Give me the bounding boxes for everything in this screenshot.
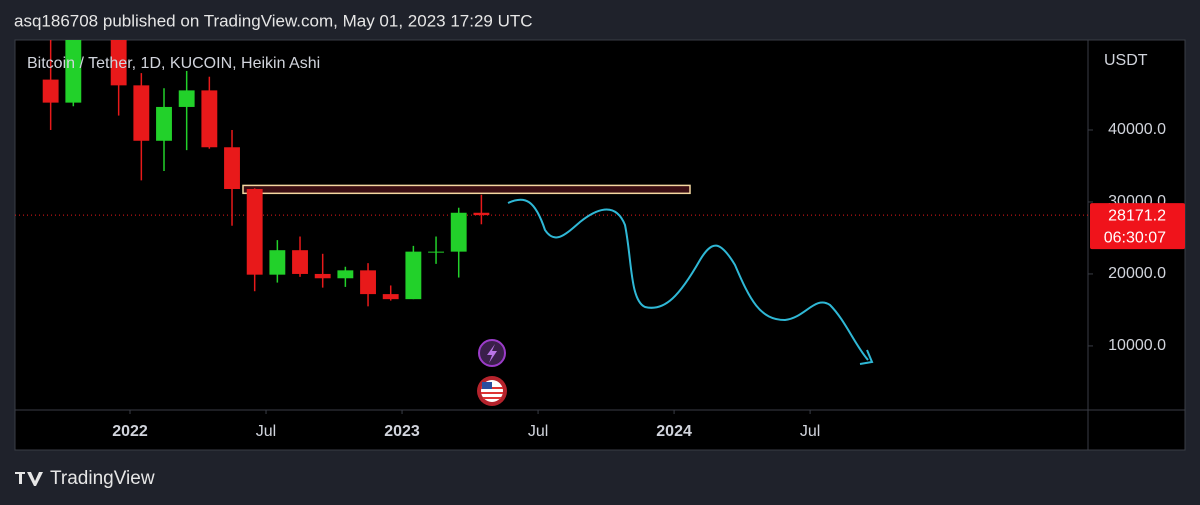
candle-body [110,40,127,86]
footer: TradingView [50,468,155,489]
candle-body [450,212,467,252]
x-tick-label: 2024 [656,423,692,440]
candle-body [133,85,150,141]
candle-body [337,270,354,279]
candle-body [292,250,308,274]
candle-body [42,79,59,103]
x-tick-label: Jul [528,423,548,440]
candle-body [473,212,490,216]
x-tick-label: 2022 [112,423,148,440]
currency-label: USDT [1104,52,1148,69]
candle-body [382,294,399,300]
last-price-box [1090,203,1185,250]
x-tick-label: 2023 [384,423,420,440]
header: asq186708 published on TradingView.com, … [14,11,533,30]
last-price-label: 28171.2 [1108,207,1166,224]
candle-body [156,106,172,141]
resistance-zone [242,184,691,195]
candle-body [178,90,195,107]
x-tick-label: Jul [800,423,820,440]
candle-body [246,189,263,275]
forecast-drawing [507,198,874,365]
candle-body [360,270,376,295]
candle-body [224,147,240,190]
plot [15,0,1088,307]
tv-logo [15,472,43,486]
y-tick-label: 20000.0 [1108,265,1166,282]
countdown: 06:30:07 [1104,229,1166,246]
candle-body [201,90,218,148]
lightning-icon [487,344,497,363]
candle-body [269,250,286,275]
y-tick-label: 40000.0 [1108,121,1166,138]
symbol-title: Bitcoin / Tether, 1D, KUCOIN, Heikin Ash… [27,55,320,72]
candle-body [428,251,444,253]
candle-body [88,0,104,8]
candle-body [314,273,331,279]
candle-body [65,40,82,103]
flag-canton [482,382,492,389]
y-tick-label: 10000.0 [1108,337,1166,354]
x-tick-label: Jul [256,423,276,440]
candle-body [405,251,422,300]
